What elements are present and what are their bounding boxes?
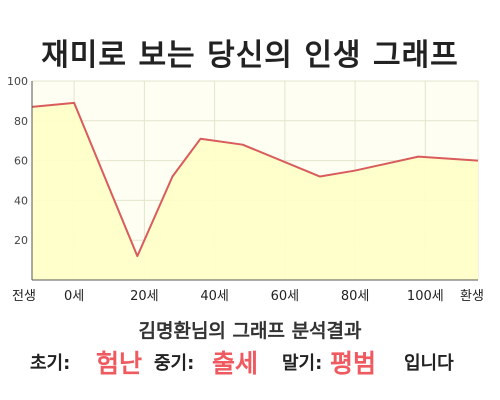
life-graph-chart: 20 40 60 80 100 전생 0세 20세 40세 60세 80세 100세 환생 (7, 75, 484, 304)
y-tick-label: 100 (7, 75, 28, 88)
x-tick-label: 40세 (200, 289, 229, 304)
mid-value: 출세 (212, 349, 259, 378)
x-tick-label: 100세 (407, 289, 444, 304)
y-tick-label: 80 (14, 115, 28, 128)
x-tick-label: 80세 (341, 289, 370, 304)
x-tick-label: 60세 (271, 289, 300, 304)
mid-label: 중기: (154, 353, 195, 374)
page-title: 재미로 보는 당신의 인생 그래프 (41, 38, 459, 73)
x-tick-label: 전생 (12, 289, 36, 304)
early-value: 험난 (96, 349, 143, 378)
early-label: 초기: (30, 353, 71, 374)
x-tick-label: 20세 (130, 289, 159, 304)
late-label: 말기: (282, 353, 323, 374)
y-tick-label: 60 (14, 155, 28, 168)
late-value: 평범 (330, 349, 377, 378)
y-tick-label: 40 (14, 194, 28, 207)
analysis-result: 초기: 험난 중기: 출세 말기: 평범 입니다 (0, 346, 500, 382)
y-tick-label: 20 (14, 234, 28, 247)
series-line (31, 101, 479, 258)
analysis-subtitle: 김명환님의 그래프 분석결과 (138, 320, 362, 342)
area-fill (32, 102, 478, 280)
x-tick-label: 환생 (460, 289, 484, 304)
x-tick-label: 0세 (64, 289, 84, 304)
ending-text: 입니다 (404, 353, 454, 374)
